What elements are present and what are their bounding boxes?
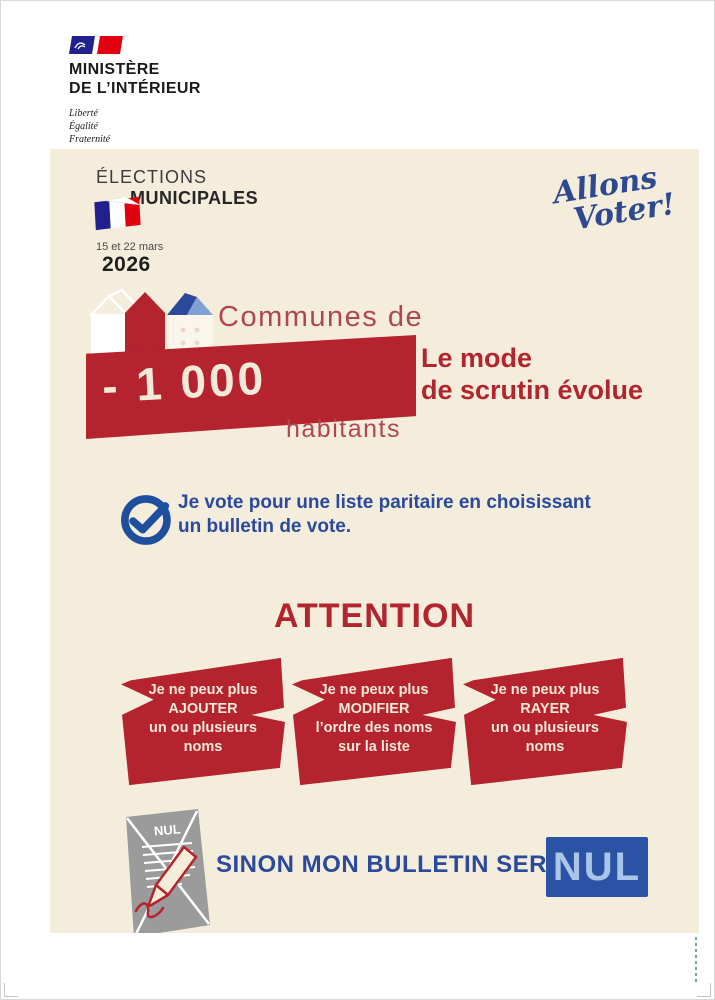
ribbon2-line2: MODIFIER xyxy=(338,701,410,718)
crossed-ballot-icon: NUL xyxy=(126,809,210,933)
mode-title-line2: de scrutin évolue xyxy=(421,375,644,406)
ribbon1-line3: un ou plusieurs xyxy=(149,720,257,737)
elections-label: ÉLECTIONS xyxy=(96,167,208,187)
checkmark-icon xyxy=(121,495,171,545)
ribbon2-line1: Je ne peux plus xyxy=(319,682,429,698)
ribbon1-line4: noms xyxy=(183,739,223,756)
french-flag-logo-icon xyxy=(69,36,123,54)
vote-statement: Je vote pour une liste paritaire en choi… xyxy=(120,491,660,545)
ribbon-rayer: Je ne peux plus RAYER un ou plusieurs no… xyxy=(463,651,628,791)
folded-ballot-flag-icon xyxy=(94,197,141,231)
ribbon-ajouter: Je ne peux plus AJOUTER un ou plusieurs … xyxy=(121,651,286,791)
headline-suffix: habitants xyxy=(286,415,401,443)
statement-line2: un bulletin de vote. xyxy=(178,515,352,537)
ribbon1-line1: Je ne peux plus xyxy=(148,682,258,698)
nul-badge: NUL xyxy=(546,837,648,897)
mode-title: Le mode de scrutin évolue xyxy=(421,342,643,407)
ribbon1-line2: AJOUTER xyxy=(168,701,238,718)
motto-egalite: Égalité xyxy=(69,120,98,132)
ministry-name-line1: MINISTÈRE xyxy=(69,61,160,78)
houses-illustration-icon xyxy=(89,288,213,369)
ribbon3-line1: Je ne peux plus xyxy=(490,682,600,698)
allons-voter-slogan: Allons Voter! xyxy=(550,160,677,237)
ribbon-shape-icon xyxy=(292,657,456,786)
mode-title-line1: Le mode xyxy=(421,343,533,373)
ribbon-modifier: Je ne peux plus MODIFIER l’ordre des nom… xyxy=(292,651,457,791)
ballot-nul-label: NUL xyxy=(153,821,181,838)
elections-badge: ÉLECTIONS MUNICIPALES 15 et 22 mars 2026 xyxy=(94,167,304,285)
ribbon-shape-icon xyxy=(463,657,627,786)
nul-badge-label: NUL xyxy=(552,844,642,889)
poster-panel: ÉLECTIONS MUNICIPALES 15 et 22 mars 2026… xyxy=(50,149,699,933)
ministry-block: MINISTÈRE DE L’INTÉRIEUR Liberté Égalité… xyxy=(69,35,201,146)
motto-liberte: Liberté xyxy=(69,107,98,119)
warning-ribbons: Je ne peux plus AJOUTER un ou plusieurs … xyxy=(50,651,699,791)
ribbon3-line2: RAYER xyxy=(520,701,570,718)
ribbon3-line4: noms xyxy=(525,739,565,756)
footer-statement: SINON MON BULLETIN SERA xyxy=(216,851,565,878)
ribbon-shape-icon xyxy=(121,657,285,786)
ribbon2-line3: l’ordre des noms xyxy=(315,720,433,737)
motto-fraternite: Fraternité xyxy=(69,133,111,145)
population-number: - 1 000 xyxy=(100,351,268,413)
republic-motto: Liberté Égalité Fraternité xyxy=(69,107,201,146)
headline-prefix: Communes de xyxy=(218,301,424,333)
ribbon3-line3: un ou plusieurs xyxy=(491,720,599,737)
ministry-name-line2: DE L’INTÉRIEUR xyxy=(69,79,201,97)
ribbon2-line4: sur la liste xyxy=(338,739,410,756)
statement-line1: Je vote pour une liste paritaire en choi… xyxy=(178,492,591,513)
municipales-label: MUNICIPALES xyxy=(130,188,259,208)
attention-title: ATTENTION xyxy=(273,597,475,635)
crop-mark-bottom-right xyxy=(697,983,711,997)
printer-credit-mark xyxy=(695,937,697,983)
election-dates: 15 et 22 mars xyxy=(96,241,164,253)
election-year: 2026 xyxy=(102,253,151,276)
crop-mark-bottom-left xyxy=(4,983,18,997)
